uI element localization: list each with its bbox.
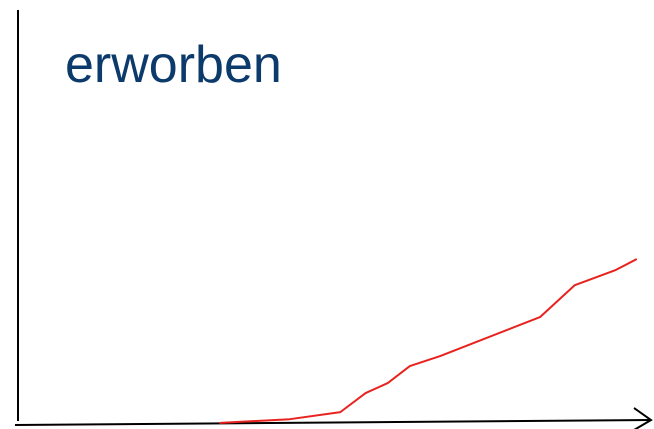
x-axis <box>14 419 651 426</box>
data-line <box>219 258 638 424</box>
chart-title: erworben <box>65 36 282 94</box>
x-axis-arrow <box>633 407 653 429</box>
